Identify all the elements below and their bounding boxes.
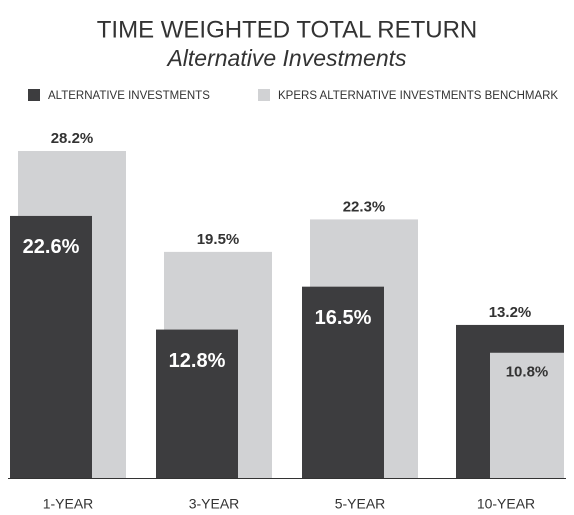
- legend-swatch: [258, 89, 270, 101]
- bar-value-label: 10.8%: [506, 364, 549, 381]
- bar-value-label: 19.5%: [197, 231, 240, 248]
- bar: [10, 215, 92, 479]
- chart-title: TIME WEIGHTED TOTAL RETURN: [97, 16, 477, 43]
- legend-label: ALTERNATIVE INVESTMENTS: [48, 90, 210, 102]
- bar-value-label: 28.2%: [51, 130, 94, 147]
- x-tick-label: 3-YEAR: [189, 496, 240, 512]
- x-tick-label: 10-YEAR: [477, 496, 535, 512]
- bar: [302, 286, 384, 478]
- bar-value-label: 13.2%: [489, 304, 532, 321]
- bar-value-label: 22.6%: [23, 236, 80, 258]
- bar-value-label: 22.3%: [343, 198, 386, 215]
- x-tick-label: 5-YEAR: [335, 496, 386, 512]
- legend-swatch: [28, 89, 40, 101]
- legend-label: KPERS ALTERNATIVE INVESTMENTS BENCHMARK: [278, 90, 558, 102]
- bar-value-label: 12.8%: [169, 350, 226, 372]
- bar: [490, 352, 564, 478]
- bar: [156, 329, 238, 478]
- x-tick-label: 1-YEAR: [43, 496, 94, 512]
- chart-subtitle: Alternative Investments: [165, 45, 407, 71]
- bar-value-label: 16.5%: [315, 307, 372, 329]
